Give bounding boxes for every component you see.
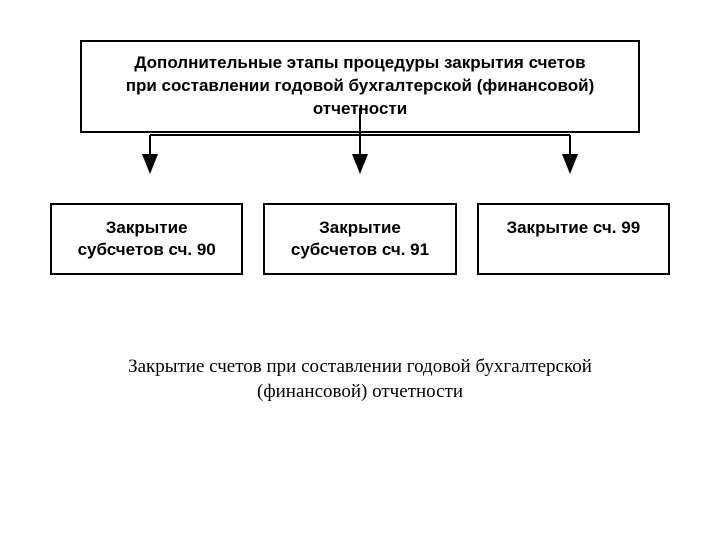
child-node-0: Закрытие субсчетов сч. 90 — [50, 203, 243, 275]
child-1-line2: субсчетов сч. 91 — [291, 240, 429, 259]
figure-caption: Закрытие счетов при составлении годовой … — [0, 355, 720, 404]
caption-line2: (финансовой) отчетности — [257, 381, 463, 402]
child-0-line2: субсчетов сч. 90 — [78, 240, 216, 259]
top-node: Дополнительные этапы процедуры закрытия … — [80, 40, 640, 133]
children-row: Закрытие субсчетов сч. 90 Закрытие субсч… — [50, 203, 670, 275]
top-node-line2: при составлении годовой бухгалтерской (ф… — [126, 76, 595, 118]
top-node-line1: Дополнительные этапы процедуры закрытия … — [134, 53, 585, 72]
child-node-1: Закрытие субсчетов сч. 91 — [263, 203, 456, 275]
child-1-line1: Закрытие — [319, 218, 401, 237]
caption-line1: Закрытие счетов при составлении годовой … — [128, 356, 592, 377]
flowchart-container: Дополнительные этапы процедуры закрытия … — [50, 40, 670, 275]
child-0-line1: Закрытие — [106, 218, 188, 237]
child-2-line1: Закрытие сч. 99 — [506, 218, 640, 237]
child-node-2: Закрытие сч. 99 — [477, 203, 670, 275]
